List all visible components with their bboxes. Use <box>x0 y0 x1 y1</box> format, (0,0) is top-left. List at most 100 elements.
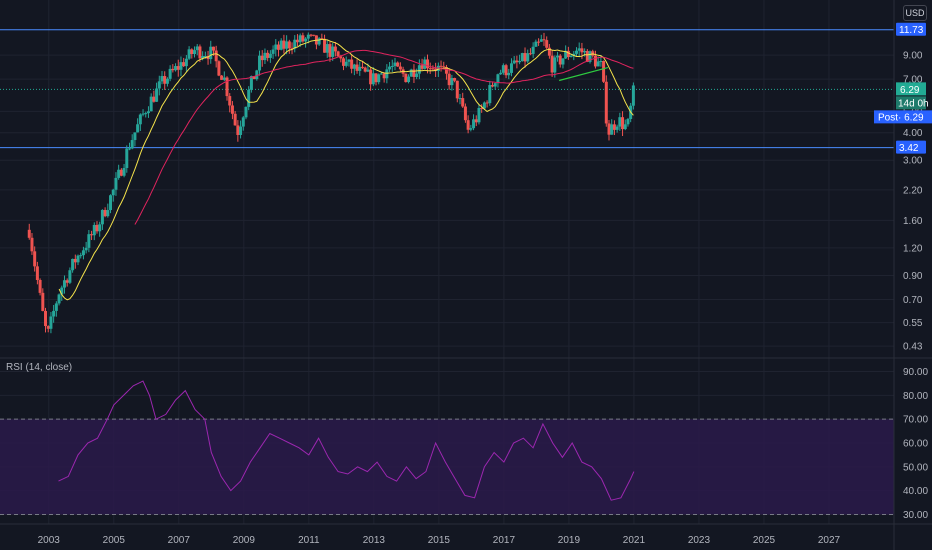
candle-body <box>84 247 88 251</box>
candle-body <box>117 169 121 178</box>
candle-body <box>138 114 142 125</box>
candle-body <box>523 53 527 62</box>
x-tick-label: 2021 <box>623 535 646 546</box>
candle-body <box>65 280 69 283</box>
x-tick-label: 2015 <box>428 535 451 546</box>
candle-body <box>182 62 186 67</box>
candle-body <box>81 250 85 256</box>
candle-body <box>425 59 429 69</box>
candle-body <box>404 73 408 83</box>
candle-body <box>355 64 359 71</box>
candle-body <box>572 53 576 56</box>
candle-body <box>44 310 48 327</box>
candles <box>27 32 635 334</box>
ma-fast-line <box>58 38 634 301</box>
candle-body <box>271 49 275 54</box>
candle-body <box>52 310 56 317</box>
candle-body <box>496 74 500 84</box>
post-value: · 6.29 <box>898 112 924 123</box>
candle-body <box>298 35 302 43</box>
candle-body <box>98 224 102 232</box>
x-tick-label: 2017 <box>493 535 516 546</box>
candle-body <box>76 255 80 263</box>
candle-body <box>27 229 31 238</box>
candle-body <box>485 102 489 104</box>
candle-body <box>209 46 213 60</box>
candle-body <box>125 148 129 169</box>
candle-body <box>206 55 210 60</box>
candle-body <box>95 224 99 232</box>
rsi-tick-label: 50.00 <box>903 462 928 473</box>
candle-body <box>168 68 172 79</box>
candle-body <box>217 61 221 76</box>
candle-body <box>463 106 467 121</box>
candle-body <box>263 52 267 61</box>
candle-body <box>68 270 72 283</box>
candle-body <box>100 209 104 225</box>
candle-body <box>604 81 608 124</box>
candle-body <box>491 85 495 87</box>
candle-body <box>623 124 627 130</box>
candle-body <box>160 76 164 82</box>
candle-body <box>482 102 486 109</box>
candle-body <box>239 126 243 135</box>
candle-body <box>412 69 416 77</box>
candle-body <box>293 39 297 49</box>
candle-body <box>287 41 291 49</box>
candle-body <box>73 258 77 263</box>
candle-body <box>127 148 131 150</box>
candle-body <box>501 65 505 73</box>
candle-body <box>109 195 113 211</box>
candle-body <box>211 46 215 51</box>
candle-body <box>631 85 635 106</box>
candle-body <box>201 55 205 59</box>
candle-body <box>119 169 123 176</box>
price-tick-label: 0.90 <box>903 271 923 282</box>
candle-body <box>157 81 161 89</box>
candle-body <box>558 55 562 65</box>
candle-body <box>279 40 283 50</box>
candle-body <box>176 66 180 70</box>
countdown-badge <box>896 96 926 110</box>
x-tick-label: 2011 <box>298 535 320 546</box>
candle-body <box>537 41 541 43</box>
candle-body <box>618 117 622 127</box>
candle-body <box>122 168 126 176</box>
candle-body <box>195 46 199 51</box>
candle-body <box>187 49 191 59</box>
candle-body <box>309 34 313 36</box>
price-tick-label: 0.70 <box>903 295 923 306</box>
candle-body <box>447 73 451 86</box>
candle-body <box>377 74 381 83</box>
candle-body <box>203 55 207 57</box>
rsi-title: RSI (14, close) <box>6 362 73 373</box>
candle-body <box>163 76 167 84</box>
candle-body <box>610 124 614 135</box>
candle-body <box>566 50 570 58</box>
candle-body <box>146 111 150 114</box>
candle-body <box>62 280 66 288</box>
candle-body <box>30 237 34 252</box>
candle-body <box>480 108 484 110</box>
candle-body <box>38 279 42 293</box>
candle-body <box>369 69 373 85</box>
rsi-tick-label: 40.00 <box>903 486 928 497</box>
candle-body <box>607 123 611 135</box>
candle-body <box>352 64 356 69</box>
candle-body <box>60 287 64 295</box>
price-tick-label: 0.43 <box>903 342 923 353</box>
price-tick-label: 7.00 <box>903 75 923 86</box>
candle-body <box>323 38 327 53</box>
candle-body <box>342 58 346 66</box>
candle-body <box>114 177 118 190</box>
candle-body <box>241 117 245 127</box>
candle-body <box>193 50 197 55</box>
candle-body <box>442 66 446 68</box>
currency-button[interactable]: USD <box>903 5 927 21</box>
candle-body <box>347 59 351 62</box>
candle-body <box>458 98 462 100</box>
candle-body <box>472 119 476 129</box>
level-badge <box>896 22 926 36</box>
candle-body <box>268 53 272 58</box>
